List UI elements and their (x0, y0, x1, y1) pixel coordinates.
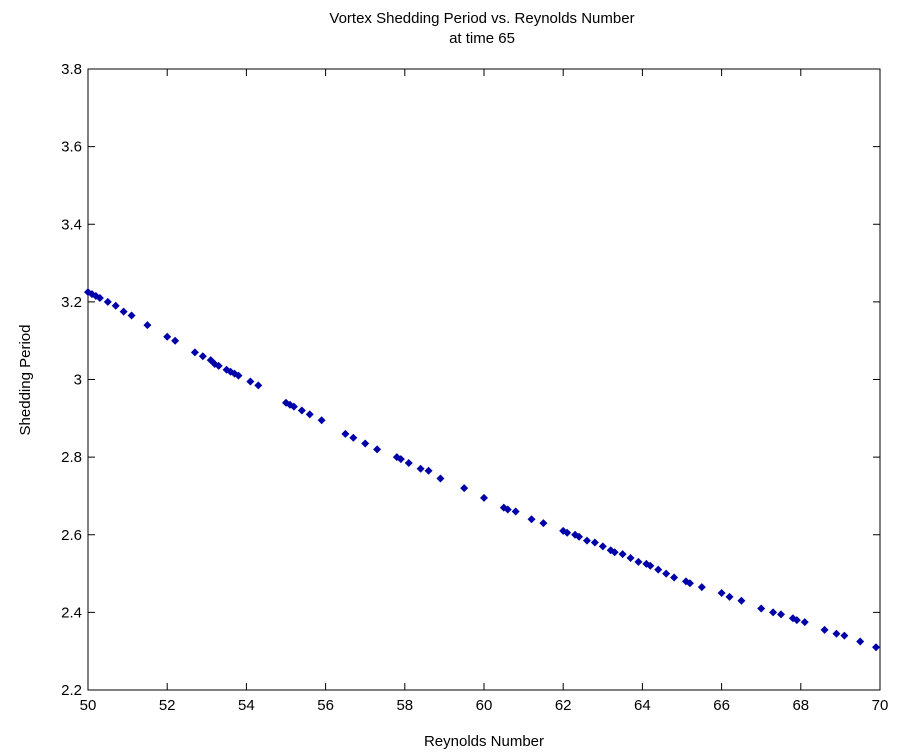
y-tick-label: 2.8 (61, 449, 82, 466)
data-point (563, 528, 572, 537)
y-tick-label: 3 (74, 372, 82, 389)
data-point (171, 336, 180, 345)
data-point (685, 579, 694, 588)
x-tick-label: 68 (792, 697, 809, 714)
data-point (373, 445, 382, 454)
data-point (416, 464, 425, 473)
data-point (769, 608, 778, 617)
x-tick-label: 70 (872, 697, 889, 714)
data-point (305, 410, 314, 419)
plot-area (87, 68, 881, 691)
x-axis: 50 52 54 56 58 60 62 64 66 68 70 (80, 69, 889, 714)
y-tick-label: 2.2 (61, 682, 82, 699)
data-point (163, 332, 172, 341)
data-point (289, 402, 298, 411)
data-point (361, 439, 370, 448)
y-tick-label: 3.4 (61, 216, 82, 233)
data-point (792, 616, 801, 625)
data-point (119, 307, 128, 316)
data-point (634, 557, 643, 566)
data-point (480, 493, 488, 502)
data-point (396, 455, 405, 464)
data-point (800, 618, 809, 627)
data-point (349, 433, 358, 442)
data-point (103, 297, 112, 306)
data-point (725, 592, 734, 601)
data-point (143, 321, 152, 330)
x-tick-label: 58 (396, 697, 413, 714)
data-point (856, 637, 865, 646)
data-point (646, 561, 655, 570)
x-tick-label: 62 (555, 697, 572, 714)
y-tick-label: 2.6 (61, 527, 82, 544)
x-tick-label: 60 (476, 697, 493, 714)
data-point (590, 538, 599, 547)
data-point (598, 542, 607, 551)
data-point (737, 596, 746, 605)
data-point (95, 293, 104, 302)
x-axis-label: Reynolds Number (424, 733, 544, 750)
data-point (503, 505, 512, 514)
y-tick-label: 3.8 (61, 61, 82, 78)
data-point (610, 548, 619, 557)
data-point (757, 604, 766, 613)
data-point (575, 532, 584, 541)
data-point (662, 569, 671, 578)
y-tick-label: 2.4 (61, 604, 82, 621)
data-point (697, 583, 706, 592)
data-point (582, 536, 591, 545)
data-point (127, 311, 136, 320)
x-tick-label: 64 (634, 697, 651, 714)
data-point (460, 484, 469, 493)
data-point (527, 515, 536, 524)
data-point (424, 466, 433, 475)
data-point (254, 381, 263, 390)
data-point (626, 554, 635, 563)
data-point (214, 361, 223, 370)
data-point (717, 588, 726, 597)
data-point (539, 519, 548, 528)
chart-subtitle: at time 65 (449, 30, 515, 47)
data-point (820, 625, 829, 634)
data-point (297, 406, 306, 415)
scatter-points (84, 288, 881, 652)
data-point (111, 301, 120, 310)
data-point (654, 565, 663, 574)
data-point (341, 429, 350, 438)
x-tick-label: 52 (159, 697, 176, 714)
y-axis-label: Shedding Period (17, 325, 34, 436)
y-tick-label: 3.2 (61, 294, 82, 311)
data-point (511, 507, 520, 516)
data-point (234, 371, 243, 380)
x-tick-label: 66 (713, 697, 730, 714)
data-point (618, 550, 627, 559)
y-axis: 2.2 2.4 2.6 2.8 3 3.2 3.4 3.6 3.8 (61, 61, 880, 699)
x-tick-label: 54 (238, 697, 255, 714)
x-tick-label: 56 (317, 697, 334, 714)
data-point (840, 631, 849, 640)
data-point (832, 629, 841, 638)
data-point (670, 573, 679, 582)
y-tick-label: 3.6 (61, 139, 82, 156)
chart-title: Vortex Shedding Period vs. Reynolds Numb… (329, 10, 634, 27)
data-point (404, 458, 413, 467)
data-point (246, 377, 255, 386)
data-point (190, 348, 199, 357)
data-point (436, 474, 445, 483)
x-tick-label: 50 (80, 697, 97, 714)
data-point (872, 643, 881, 652)
data-point (777, 610, 785, 619)
data-point (198, 352, 207, 361)
data-point (317, 416, 326, 425)
